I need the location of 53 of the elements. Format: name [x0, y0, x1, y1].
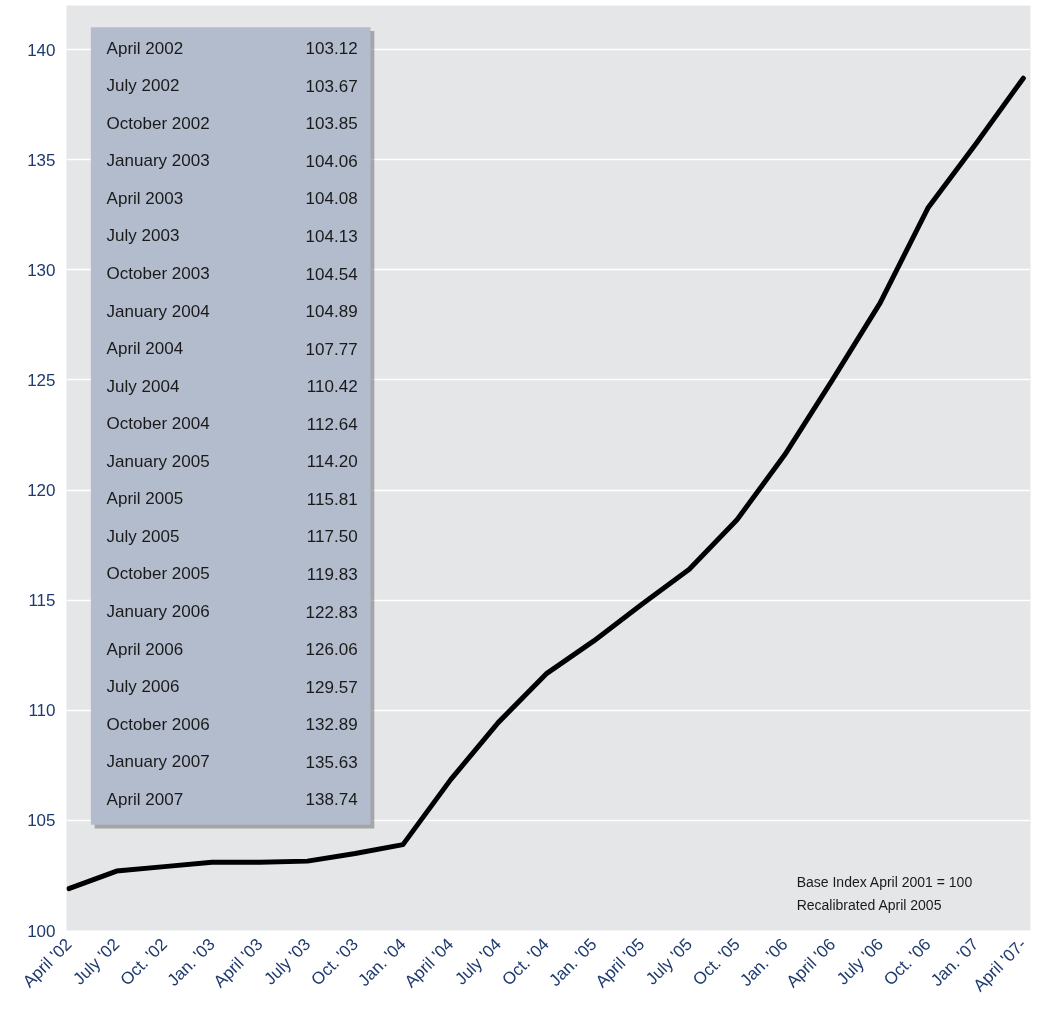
- annotation: 110.42: [306, 377, 358, 397]
- y-tick-label: 100: [27, 921, 56, 941]
- annotation: 135.63: [305, 752, 358, 772]
- y-tick-label: 140: [27, 40, 56, 60]
- annotation: October 2004: [106, 414, 210, 434]
- annotation: 103.12: [305, 39, 358, 59]
- y-tick-label: 110: [28, 701, 56, 721]
- annotation: April 2005: [106, 489, 184, 509]
- annotation: 119.83: [306, 564, 358, 584]
- y-tick-label: 130: [27, 260, 56, 280]
- annotation: July 2003: [106, 226, 180, 246]
- annotation: 117.50: [306, 527, 358, 547]
- annotation: 132.89: [305, 715, 358, 735]
- annotation: January 2006: [106, 602, 210, 622]
- annotation: April 2002: [106, 38, 184, 58]
- annotation: 114.20: [306, 452, 358, 472]
- annotation: April 2007: [106, 789, 184, 809]
- annotation: July 2006: [106, 677, 180, 697]
- annotation: 104.13: [305, 226, 358, 246]
- y-tick-label: 125: [27, 370, 56, 390]
- annotation: 104.89: [305, 302, 358, 322]
- annotation: January 2004: [106, 301, 210, 321]
- annotation: Recalibrated April 2005: [796, 896, 942, 913]
- y-tick-label: 120: [27, 481, 56, 501]
- annotation: 138.74: [305, 790, 358, 810]
- annotation: 112.64: [306, 414, 358, 434]
- annotation: 103.85: [305, 114, 358, 134]
- annotation: October 2002: [106, 113, 210, 133]
- annotation: 129.57: [305, 677, 358, 697]
- annotation: January 2005: [106, 451, 210, 471]
- annotation: Base Index April 2001 = 100: [796, 874, 973, 891]
- annotation: 126.06: [305, 640, 358, 660]
- y-tick-label: 115: [28, 591, 56, 611]
- y-tick-label: 135: [27, 150, 56, 170]
- annotation: January 2003: [106, 151, 210, 171]
- annotation: 103.67: [305, 76, 358, 96]
- annotation: 115.81: [306, 489, 358, 509]
- annotation: 122.83: [305, 602, 358, 622]
- annotation: July 2004: [106, 376, 180, 396]
- annotation: October 2003: [106, 264, 210, 284]
- annotation: April 2006: [106, 639, 184, 659]
- y-tick-label: 105: [27, 811, 56, 831]
- annotation: April 2003: [106, 188, 184, 208]
- annotation: October 2005: [106, 564, 210, 584]
- annotation: 104.54: [305, 264, 358, 284]
- annotation: October 2006: [106, 714, 210, 734]
- annotation: 107.77: [305, 339, 358, 359]
- annotation: 104.08: [305, 189, 358, 209]
- annotation: January 2007: [106, 752, 210, 772]
- annotation: July 2002: [106, 76, 180, 96]
- annotation: April 2004: [106, 339, 184, 359]
- annotation: July 2005: [106, 526, 180, 546]
- annotation: 104.06: [305, 151, 358, 171]
